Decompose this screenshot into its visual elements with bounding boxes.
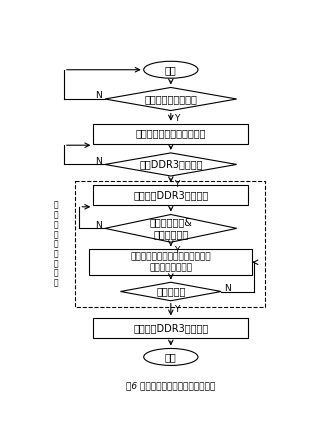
Text: N: N [95, 157, 102, 166]
Text: Y: Y [174, 180, 180, 189]
Text: N: N [95, 92, 102, 100]
Text: 结束: 结束 [165, 352, 177, 362]
Bar [93, 124, 248, 143]
Text: Y: Y [174, 246, 180, 255]
Text: 视频存储DDR3总线释放: 视频存储DDR3总线释放 [133, 323, 208, 334]
Text: 视频DDR3总线空闲: 视频DDR3总线空闲 [139, 159, 202, 169]
Text: Y: Y [174, 304, 180, 314]
Bar [75, 181, 266, 307]
Polygon shape [105, 214, 237, 242]
Bar [93, 319, 248, 338]
Text: 视频存储DDR3总线占用: 视频存储DDR3总线占用 [133, 190, 208, 200]
Text: 视频处理写请求有效: 视频处理写请求有效 [144, 94, 197, 104]
Text: 缓存区为空: 缓存区为空 [156, 286, 186, 297]
Text: 命令接收就绪&
数据接收就绪: 命令接收就绪& 数据接收就绪 [150, 217, 192, 239]
Text: 发布读命令，从视频处理缓存区取
出地址和数据发送: 发布读命令，从视频处理缓存区取 出地址和数据发送 [131, 253, 211, 272]
Polygon shape [121, 282, 221, 301]
Text: 生成视频处理写子中断请求: 生成视频处理写子中断请求 [136, 128, 206, 139]
Text: N: N [95, 221, 102, 230]
Text: 开始: 开始 [165, 65, 177, 75]
Text: 发
送
写
命
令
和
写
数
据: 发 送 写 命 令 和 写 数 据 [54, 201, 58, 287]
Polygon shape [105, 153, 237, 176]
Text: Y: Y [174, 114, 180, 123]
Bar [89, 249, 252, 275]
Text: 图6 视频处理写请求中断处理流程图: 图6 视频处理写请求中断处理流程图 [126, 381, 215, 390]
Bar [93, 185, 248, 205]
Text: N: N [224, 284, 231, 293]
Polygon shape [105, 88, 237, 110]
